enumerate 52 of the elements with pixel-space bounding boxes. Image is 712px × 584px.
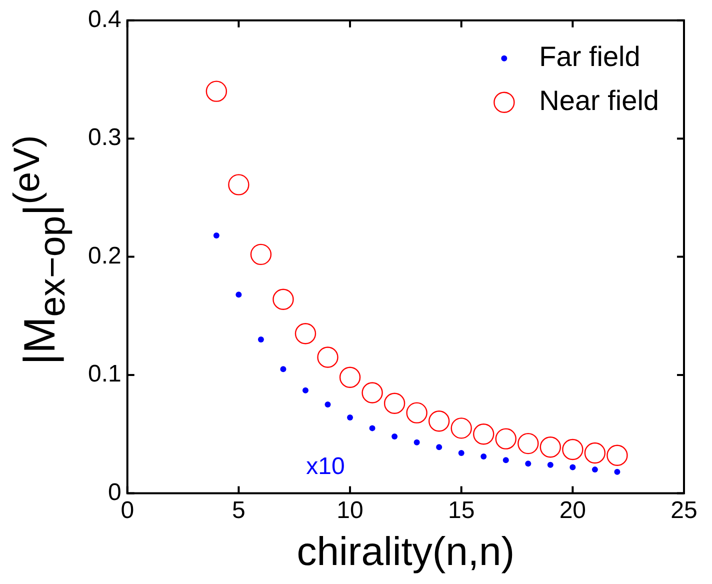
point [339,366,361,388]
point [317,346,338,368]
point [272,288,294,310]
point [436,444,442,450]
point [250,244,272,266]
y-tick-label: 0.1 [88,360,122,388]
point [518,432,539,454]
y-tick-label: 0.4 [88,6,122,34]
point [584,442,606,464]
point [606,444,628,466]
point [213,232,220,239]
point [384,392,406,414]
point [302,387,308,394]
point [228,174,250,196]
point [450,418,472,439]
point [480,454,487,460]
point [428,410,450,432]
point [206,80,228,102]
point [473,424,494,445]
point [495,428,516,450]
point [562,438,584,460]
point [525,460,532,467]
point [362,382,383,404]
point [392,433,398,440]
x-tick-label: 5 [232,497,246,524]
point [502,457,509,464]
point [294,323,316,344]
y-tick-label: 0 [108,478,122,506]
point [458,450,464,456]
point [369,425,376,432]
point [406,402,428,424]
x-axis-title: chirality(n,n) [296,530,515,574]
point [614,468,620,475]
point [236,292,242,298]
x-tick-label: 20 [559,497,586,524]
point [570,464,576,470]
point [547,462,554,468]
point [280,366,286,372]
y-tick-label: 0.3 [88,124,122,152]
y-tick-label: 0.2 [88,242,122,270]
x-tick-label: 10 [336,497,364,524]
point [258,336,264,343]
legend-label: Near field [539,85,660,116]
annotation: x10 [306,452,345,480]
point [540,436,562,458]
point [414,439,420,446]
point [592,466,598,473]
x-tick-label: 15 [448,497,475,524]
x-tick-label: 25 [670,497,698,524]
point [324,402,331,408]
point [347,414,354,421]
legend-label: Far field [539,41,640,72]
